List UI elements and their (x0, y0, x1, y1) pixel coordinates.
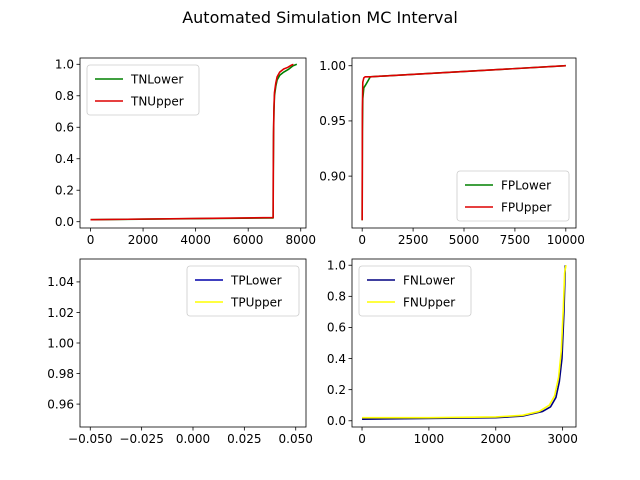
tp-x-tick-label: 0.000 (176, 432, 210, 446)
fp-legend-label: FPLower (501, 179, 551, 193)
fp-legend: FPLower FPUpper (456, 170, 570, 222)
fn-y-tick-label: 0.6 (327, 321, 346, 335)
fp-x-tick-label: 5000 (449, 233, 480, 247)
tn-legend: TNLower TNUpper (86, 64, 200, 116)
fn-y-tick-label: 1.0 (327, 259, 346, 273)
fn-axes-frame (351, 258, 577, 428)
tn-x-tick-label: 6000 (233, 233, 264, 247)
fp-x-tick-label: 0 (358, 233, 366, 247)
tn-x-tick-label: 0 (87, 233, 95, 247)
tn-y-tick-label: 0.4 (55, 152, 74, 166)
fn-x-tick-label: 2000 (480, 432, 511, 446)
subplot-fp: 0 2500 5000 7500 10000 0.90 0.95 1.00 FPLower FPU… (319, 57, 585, 247)
fp-legend-label: FPUpper (501, 201, 552, 215)
tn-series-line-1 (90, 63, 294, 221)
tn-x-tick-label: 4000 (180, 233, 211, 247)
fn-y-tick-label: 0.4 (327, 352, 346, 366)
tp-legend-label: TPLower (230, 274, 282, 288)
fn-x-tick-label: 3000 (547, 432, 578, 446)
tp-x-tick-label: 0.050 (279, 432, 313, 446)
fp-y-tick-label: 0.95 (319, 114, 346, 128)
tp-y-tick-label: 1.02 (47, 306, 74, 320)
tp-y-tick-label: 1.00 (47, 336, 74, 350)
subplot-tp: −0.050 −0.025 0.000 0.025 0.050 0.96 0.98 1.00 1… (47, 258, 313, 446)
tn-y-tick-label: 0.0 (55, 215, 74, 229)
fn-legend-label: FNLower (403, 274, 455, 288)
fn-legend-label: FNUpper (403, 296, 455, 310)
tp-x-tick-label: −0.050 (68, 432, 112, 446)
figure-title: Automated Simulation MC Interval (182, 8, 458, 27)
tp-x-tick-label: 0.025 (227, 432, 261, 446)
fn-y-tick-label: 0.0 (327, 414, 346, 428)
subplot-tn: 0 2000 4000 6000 8000 0.0 0.2 0.4 0.6 0.8 1.0 TNLow… (55, 58, 316, 247)
fp-y-tick-label: 0.90 (319, 169, 346, 183)
tn-legend-label: TNLower (130, 73, 183, 87)
tp-y-tick-label: 0.98 (47, 367, 74, 381)
tn-legend-label: TNUpper (130, 95, 184, 109)
tn-y-tick-label: 1.0 (55, 58, 74, 72)
fn-y-tick-label: 0.8 (327, 290, 346, 304)
fn-legend: FNLower FNUpper (358, 265, 472, 317)
tn-y-tick-label: 0.8 (55, 89, 74, 103)
fp-x-tick-label: 10000 (547, 233, 585, 247)
fn-y-tick-label: 0.2 (327, 383, 346, 397)
tp-x-tick-label: −0.025 (119, 432, 163, 446)
tn-axes-frame (79, 57, 307, 229)
tp-y-tick-label: 0.96 (47, 397, 74, 411)
tn-y-tick-label: 0.6 (55, 121, 74, 135)
tn-x-tick-label: 8000 (285, 233, 316, 247)
tp-legend-label: TPUpper (230, 296, 282, 310)
fp-x-tick-label: 2500 (398, 233, 429, 247)
tp-legend: TPLower TPUpper (186, 265, 300, 317)
fp-y-tick-label: 1.00 (319, 59, 346, 73)
tn-x-tick-label: 2000 (128, 233, 159, 247)
fp-x-tick-label: 7500 (500, 233, 531, 247)
fn-x-tick-label: 0 (358, 432, 366, 446)
subplot-fn: 0 1000 2000 30000.00.20.40.60.81.0FNLowerFN… (327, 259, 578, 446)
tp-y-tick-label: 1.04 (47, 275, 74, 289)
tn-y-tick-label: 0.2 (55, 184, 74, 198)
fn-x-tick-label: 1000 (414, 432, 445, 446)
fn-series-line-1 (362, 265, 567, 419)
fp-series-line-1 (361, 64, 566, 221)
